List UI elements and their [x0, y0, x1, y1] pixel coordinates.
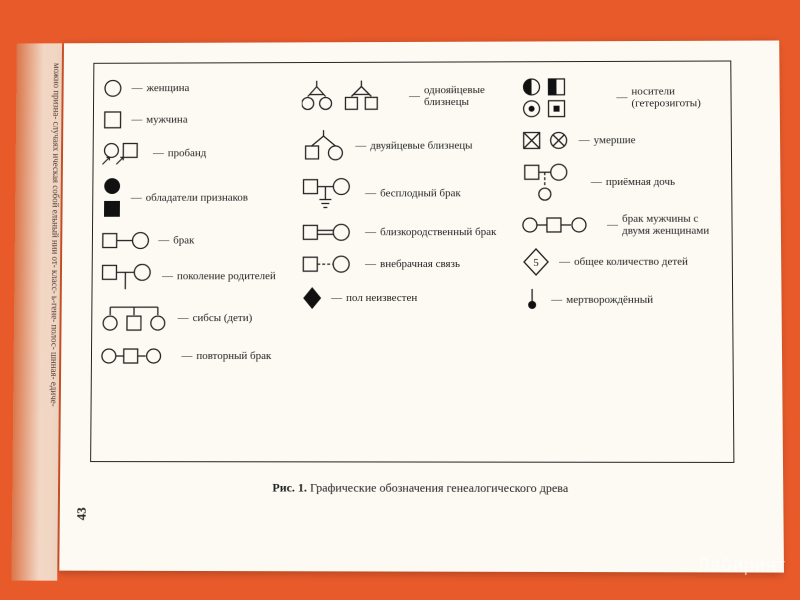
label: брак мужчины с двумя женщинами	[622, 213, 722, 237]
symbol-mz-twins: — однояйцевые близнецы	[302, 76, 521, 116]
watermark: Лабиринт	[698, 555, 786, 576]
label: общее количество детей	[574, 256, 722, 268]
label: носители (гетерозиготы)	[631, 85, 720, 109]
legend-col-3: — носители (гетерозиготы) — умершие	[521, 71, 724, 451]
caption-text: Графические обозначения генеалогического…	[310, 480, 568, 495]
label: повторный брак	[196, 350, 299, 362]
symbol-affected: — обладатели признаков	[101, 176, 300, 220]
label: женщина	[146, 82, 299, 94]
label: мужчина	[146, 113, 300, 125]
label: умершие	[594, 134, 721, 146]
label: внебрачная связь	[380, 258, 521, 270]
label: мертворождённый	[566, 294, 722, 306]
caption-prefix: Рис. 1.	[272, 480, 307, 494]
symbol-marriage: — брак	[101, 229, 300, 251]
legend-col-1: — женщина — мужчина	[99, 73, 300, 451]
symbol-proband: — пробанд	[101, 140, 299, 166]
symbol-remarriage: — повторный брак	[100, 345, 299, 367]
symbol-polygamy: — брак мужчины с двумя женщинами	[521, 213, 722, 237]
previous-page-edge: можно призна- случаях ическая собой ельн…	[11, 43, 62, 580]
label: пробанд	[168, 147, 300, 159]
label: близкородственный брак	[380, 226, 521, 238]
figure-caption: Рис. 1. Графические обозначения генеалог…	[60, 480, 783, 496]
label: сибсы (дети)	[193, 312, 300, 324]
symbol-sex-unknown: — пол неизвестен	[301, 285, 521, 311]
symbol-total-children: 5 — общее количество детей	[521, 247, 722, 277]
symbol-stillborn: — мертворождённый	[521, 287, 722, 313]
symbol-adopted: — приёмная дочь	[521, 161, 722, 203]
label: брак	[173, 234, 299, 246]
symbol-consanguineous: — близкородственный брак	[301, 221, 521, 243]
symbol-infertile: — бесплодный брак	[301, 175, 520, 211]
symbol-heterozygote: — носители (гетерозиготы)	[521, 75, 721, 119]
book-page: можно призна- случаях ическая собой ельн…	[59, 41, 784, 573]
symbol-sibs: — сибсы (дети)	[100, 301, 299, 335]
symbol-parents-gen: — поколение родителей	[100, 261, 299, 291]
symbol-female: — женщина	[102, 77, 300, 99]
symbol-extramarital: — внебрачная связь	[301, 253, 521, 275]
label: поколение родителей	[177, 270, 299, 282]
label: бесплодный брак	[380, 187, 521, 199]
label: однояйцевые близнецы	[424, 84, 521, 108]
label: обладатели признаков	[146, 192, 300, 204]
symbol-dz-twins: — двуяйцевые близнецы	[302, 126, 521, 166]
page-number: 43	[74, 507, 90, 520]
legend-frame: — женщина — мужчина	[90, 61, 734, 463]
label: пол неизвестен	[346, 292, 521, 304]
symbol-deceased: — умершие	[521, 129, 721, 151]
label: приёмная дочь	[606, 176, 721, 188]
label: двуяйцевые близнецы	[370, 139, 520, 151]
symbol-male: — мужчина	[102, 108, 300, 130]
diamond-number: 5	[533, 257, 539, 269]
legend-col-2: — однояйцевые близнецы — двуяйцевые близ…	[301, 72, 522, 451]
